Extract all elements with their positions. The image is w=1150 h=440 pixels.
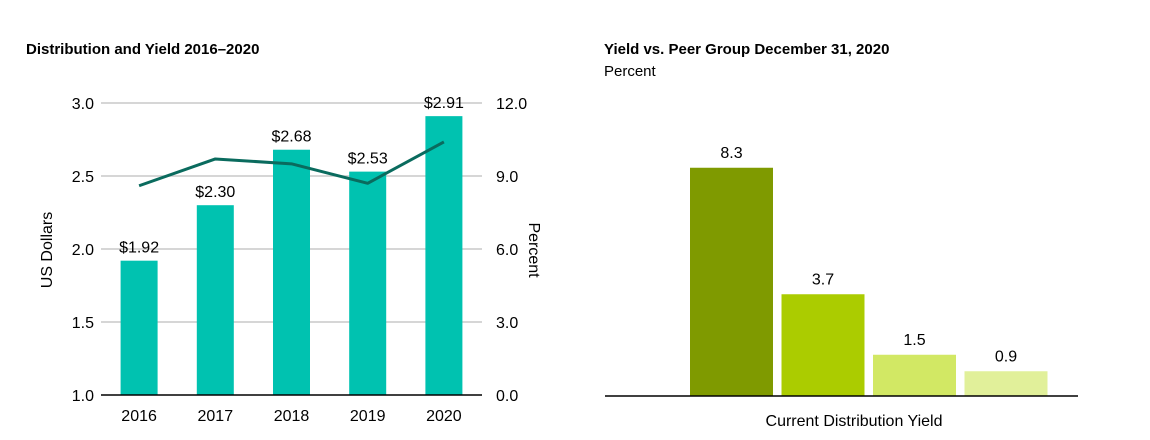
x-axis-label: Current Distribution Yield	[766, 413, 943, 430]
y-tick-label-left: 1.0	[72, 388, 94, 405]
x-tick-label: 2018	[274, 408, 310, 425]
peer-yield-bar	[964, 371, 1048, 396]
bar-data-label: 3.7	[812, 271, 834, 288]
y-tick-label-left: 3.0	[72, 96, 94, 113]
bar-data-label: $1.92	[119, 240, 159, 257]
bar-data-label: $2.68	[271, 129, 311, 146]
y-tick-label-right: 6.0	[496, 242, 518, 259]
y-tick-label-right: 0.0	[496, 388, 518, 405]
right-chart-title: Yield vs. Peer Group December 31, 2020	[604, 41, 890, 58]
y-tick-label-right: 3.0	[496, 315, 518, 332]
bar-data-label: $2.30	[195, 184, 235, 201]
yield-peer-chart: 8.3 3.7 1.5 0.9 Current Distribution Yield	[605, 145, 1078, 430]
y-axis-label-right: Percent	[525, 222, 542, 278]
yield-line	[138, 140, 445, 188]
right-chart-subtitle: Percent	[604, 63, 656, 80]
y-tick-label-left: 2.5	[72, 169, 94, 186]
left-chart-title: Distribution and Yield 2016–2020	[26, 41, 260, 58]
distribution-yield-chart: $1.92 $2.30 $2.68 $2.53 $2.91 1.0 1.5 2.0 2.5 3.…	[39, 95, 542, 425]
distribution-bar	[120, 260, 158, 395]
y-tick-label-left: 2.0	[72, 242, 94, 259]
distribution-bar	[349, 171, 387, 395]
distribution-bar	[196, 205, 234, 395]
peer-yield-bar	[873, 354, 956, 396]
distribution-bar	[273, 149, 310, 395]
x-tick-label: 2019	[350, 408, 386, 425]
bar-data-label: $2.91	[424, 95, 464, 112]
bar-data-label: 8.3	[720, 145, 742, 162]
peer-yield-bar	[781, 294, 865, 396]
y-tick-label-right: 9.0	[496, 169, 518, 186]
y-axis-label-left: US Dollars	[39, 212, 56, 288]
peer-yield-bar	[690, 167, 773, 396]
bar-data-label: $2.53	[348, 151, 388, 168]
bar-data-label: 1.5	[903, 332, 925, 349]
bar-data-label: 0.9	[995, 348, 1017, 365]
distribution-bar	[425, 116, 463, 395]
x-tick-label: 2020	[426, 408, 462, 425]
x-tick-label: 2016	[121, 408, 157, 425]
y-tick-label-left: 1.5	[72, 315, 94, 332]
x-tick-label: 2017	[198, 408, 234, 425]
y-tick-label-right: 12.0	[496, 96, 527, 113]
